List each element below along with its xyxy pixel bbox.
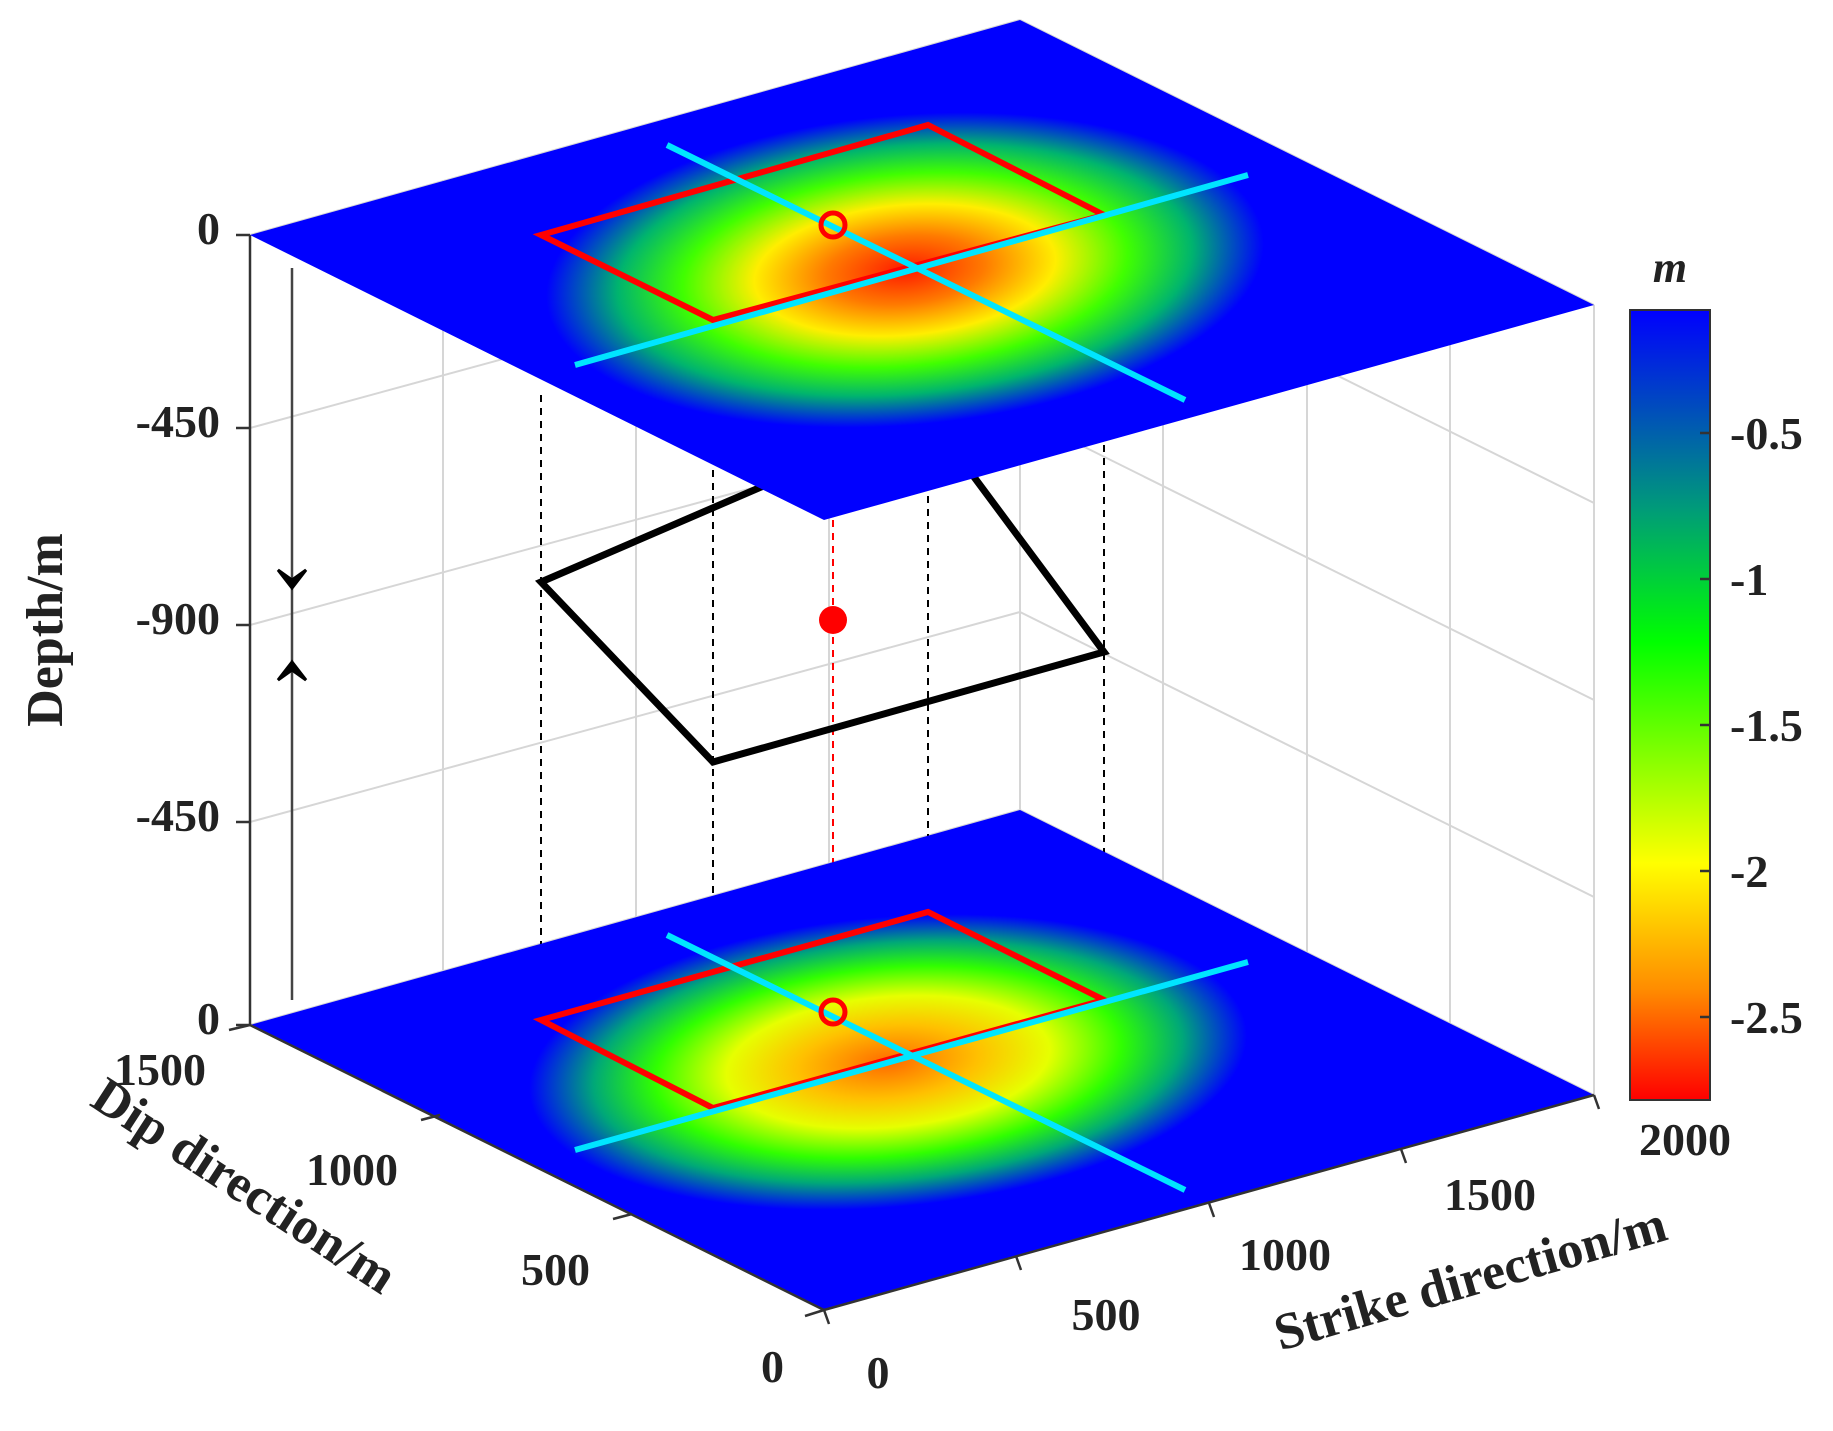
colorbar-tick-label: -2 <box>1730 846 1768 897</box>
arrow-up-icon <box>276 659 308 682</box>
z-tick-label: 0 <box>197 993 220 1044</box>
colorbar-tick-label: -2.5 <box>1730 992 1803 1043</box>
colorbar-title: m <box>1653 243 1687 292</box>
dip-tick-label: 1500 <box>114 1044 206 1095</box>
z-tick-label: 0 <box>197 203 220 254</box>
strike-tick-label: 1000 <box>1239 1229 1331 1280</box>
dip-tick-label: 0 <box>761 1341 784 1392</box>
colorbar-tick-label: -0.5 <box>1730 408 1803 459</box>
strike-axis <box>822 1094 1601 1325</box>
colorbar <box>1629 309 1711 1101</box>
z-tick-label: -900 <box>136 593 220 644</box>
z-axis <box>236 233 308 1027</box>
strike-tick-label: 1500 <box>1444 1169 1536 1220</box>
dip-tick-label: 1000 <box>306 1144 398 1195</box>
dip-tick-label: 500 <box>521 1244 590 1295</box>
colorbar-tick-label: -1 <box>1730 554 1768 605</box>
bottom-surface <box>249 810 1595 1312</box>
z-tick-label: -450 <box>136 790 220 841</box>
arrow-down-icon <box>276 568 308 591</box>
z-tick-label: -450 <box>136 396 220 447</box>
colorbar-tick-label: -1.5 <box>1730 700 1803 751</box>
strike-tick-label: 2000 <box>1639 1114 1731 1165</box>
source-point <box>819 606 847 634</box>
top-surface <box>250 20 1594 520</box>
strike-tick-label: 500 <box>1072 1289 1141 1340</box>
dip-axis <box>228 1023 825 1318</box>
z-axis-label: Depth/m <box>17 533 74 727</box>
strike-tick-label: 0 <box>867 1347 890 1398</box>
